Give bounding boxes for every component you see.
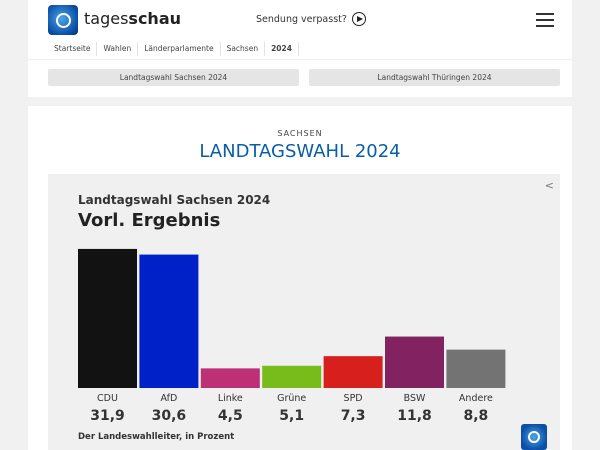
category-label: SPD [344, 393, 363, 404]
ard-logo-icon [521, 424, 547, 450]
value-label: 5,1 [279, 408, 304, 424]
missed-label: Sendung verpasst? [256, 13, 347, 25]
value-label: 31,9 [90, 408, 125, 424]
site-header: tagesschau Sendung verpasst? Startseite … [28, 0, 572, 97]
category-label: Linke [218, 393, 243, 404]
missed-show-link[interactable]: Sendung verpasst? [256, 12, 366, 26]
value-label: 30,6 [152, 408, 187, 424]
share-icon[interactable]: < [544, 179, 554, 192]
category-label: Andere [459, 393, 493, 404]
category-label: CDU [97, 393, 118, 404]
category-label: BSW [404, 393, 426, 404]
tagesschau-logo-icon[interactable] [48, 5, 78, 35]
brand-bold: schau [128, 9, 182, 28]
chart-subtitle: Vorl. Ergebnis [78, 210, 221, 231]
breadcrumb-item[interactable]: Startseite [48, 42, 98, 56]
brand-light: tages [84, 9, 129, 28]
tab-sachsen[interactable]: Landtagswahl Sachsen 2024 [48, 69, 299, 86]
bar-cdu [78, 248, 137, 388]
tab-thueringen[interactable]: Landtagswahl Thüringen 2024 [309, 69, 560, 86]
category-label: AfD [160, 393, 177, 404]
bar-andere [446, 349, 506, 388]
chart-source: Der Landeswahlleiter, in Prozent [78, 432, 235, 442]
breadcrumb-item[interactable]: Wahlen [97, 42, 139, 56]
kicker: SACHSEN [277, 129, 323, 138]
bar-grüne [262, 365, 322, 388]
chart-title: Landtagswahl Sachsen 2024 [78, 193, 271, 207]
value-label: 8,8 [463, 408, 488, 424]
value-label: 11,8 [397, 408, 432, 424]
bar-spd [323, 356, 383, 388]
category-label: Grüne [277, 393, 306, 404]
bar-bsw [385, 336, 444, 388]
page-title: LANDTAGSWAHL 2024 [199, 141, 401, 162]
breadcrumb-current: 2024 [265, 42, 299, 56]
breadcrumb-item[interactable]: Länderparlamente [138, 42, 221, 56]
value-label: 4,5 [218, 408, 243, 424]
bar-linke [200, 368, 260, 388]
bar-afd [139, 254, 199, 388]
breadcrumb: Startseite Wahlen Länderparlamente Sachs… [48, 42, 299, 56]
play-icon [351, 12, 366, 26]
main-content: SACHSEN LANDTAGSWAHL 2024 Landtagswahl S… [28, 106, 572, 450]
chart: Landtagswahl Sachsen 2024 Vorl. Ergebnis… [48, 174, 560, 450]
menu-icon[interactable] [536, 13, 554, 31]
breadcrumb-item[interactable]: Sachsen [221, 42, 266, 56]
brand-name[interactable]: tagesschau [84, 9, 181, 28]
divider [28, 59, 572, 60]
bar-chart: CDU 31,9 AfD 30,6 Linke 4,5 Grüne 5,1 SPD 7,3 BSW 1… [78, 248, 506, 424]
value-label: 7,3 [341, 408, 366, 424]
